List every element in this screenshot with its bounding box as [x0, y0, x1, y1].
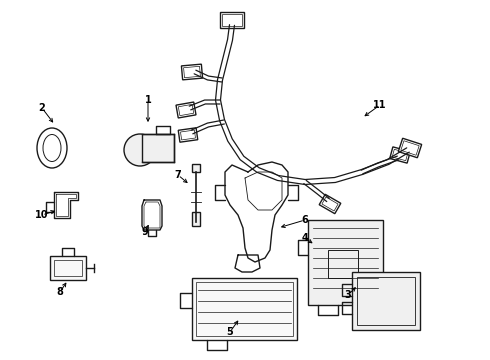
Bar: [180, 130, 196, 140]
Bar: [184, 66, 200, 78]
Text: 7: 7: [174, 170, 181, 180]
Text: 6: 6: [302, 215, 308, 225]
Text: 5: 5: [227, 327, 233, 337]
Bar: [308, 220, 383, 305]
Circle shape: [124, 134, 156, 166]
Bar: [178, 104, 194, 116]
Bar: [220, 12, 244, 28]
Bar: [192, 164, 200, 172]
Bar: [50, 256, 86, 280]
Bar: [401, 141, 419, 155]
Bar: [328, 250, 358, 278]
Bar: [322, 197, 338, 211]
Text: 2: 2: [39, 103, 46, 113]
Bar: [178, 128, 198, 142]
Bar: [192, 278, 297, 340]
Text: 9: 9: [142, 227, 148, 237]
Bar: [319, 194, 341, 214]
Bar: [357, 277, 415, 325]
Text: 11: 11: [373, 100, 387, 110]
Bar: [192, 212, 200, 226]
Text: 1: 1: [145, 95, 151, 105]
Bar: [142, 134, 174, 162]
Text: 4: 4: [302, 233, 308, 243]
Text: 3: 3: [344, 290, 351, 300]
Bar: [176, 102, 196, 118]
Bar: [54, 260, 82, 276]
Bar: [181, 64, 202, 80]
Bar: [398, 138, 422, 158]
Bar: [196, 282, 293, 336]
Bar: [222, 14, 242, 26]
Text: 10: 10: [35, 210, 49, 220]
Bar: [392, 149, 408, 161]
Bar: [352, 272, 420, 330]
Bar: [390, 147, 410, 163]
Text: 8: 8: [56, 287, 63, 297]
